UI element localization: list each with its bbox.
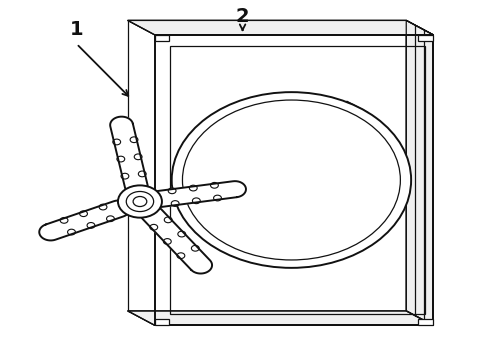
Polygon shape <box>39 201 130 240</box>
Circle shape <box>172 92 411 268</box>
Circle shape <box>133 197 147 207</box>
Polygon shape <box>155 319 169 325</box>
Polygon shape <box>406 21 433 325</box>
Text: 2: 2 <box>236 7 249 26</box>
Polygon shape <box>128 21 433 35</box>
Text: 1: 1 <box>70 20 83 39</box>
Polygon shape <box>155 35 169 41</box>
Polygon shape <box>149 181 246 207</box>
Polygon shape <box>418 35 433 41</box>
Circle shape <box>118 185 162 218</box>
Polygon shape <box>128 311 433 325</box>
Circle shape <box>126 192 154 212</box>
Polygon shape <box>418 319 433 325</box>
Polygon shape <box>110 117 147 194</box>
Polygon shape <box>141 206 212 274</box>
